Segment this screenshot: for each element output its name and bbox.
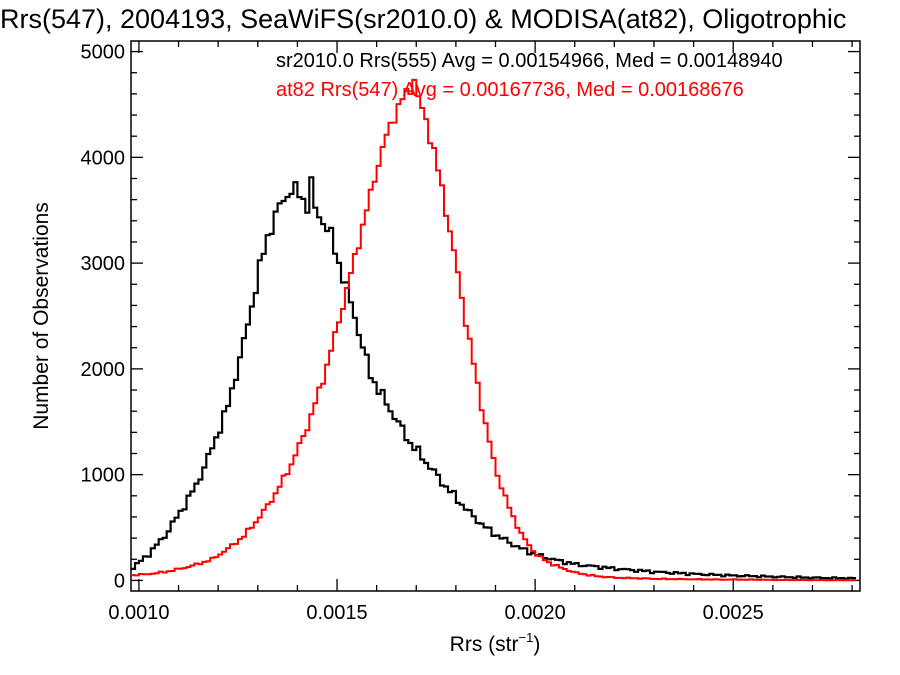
y-tick-label: 3000 — [81, 253, 126, 275]
y-tick-label: 0 — [114, 570, 125, 592]
chart-title: Rrs(547), 2004193, SeaWiFS(sr2010.0) & M… — [0, 4, 846, 34]
x-axis: 0.0010 0.0015 0.0020 0.0025 — [108, 41, 853, 624]
x-tick-label: 0.0020 — [505, 602, 566, 624]
plot-area — [130, 40, 861, 592]
y-tick-label: 4000 — [81, 147, 126, 169]
x-axis-label-tail: ) — [533, 633, 540, 656]
legend-entry-2: at82 Rrs(547) Avg = 0.00167736, Med = 0.… — [276, 79, 744, 101]
y-tick-label: 1000 — [81, 465, 126, 487]
y-tick-label: 5000 — [81, 42, 126, 64]
x-axis-label-main: Rrs (str — [450, 633, 519, 656]
x-tick-label: 0.0010 — [108, 602, 169, 624]
y-tick-label: 2000 — [81, 359, 126, 381]
series-line-1 — [131, 176, 856, 580]
x-tick-label: 0.0015 — [306, 602, 367, 624]
plot-frame — [130, 40, 861, 592]
x-axis-label: Rrs (str−1) — [450, 630, 541, 656]
x-tick-label: 0.0025 — [703, 602, 764, 624]
y-axis-label: Number of Observations — [30, 202, 53, 430]
y-axis: 0 1000 2000 3000 4000 5000 — [81, 42, 860, 592]
legend-entry-1: sr2010.0 Rrs(555) Avg = 0.00154966, Med … — [276, 50, 783, 72]
x-axis-label-superscript: −1 — [519, 630, 534, 645]
series-layer — [131, 78, 856, 582]
series-line-2 — [131, 78, 856, 582]
